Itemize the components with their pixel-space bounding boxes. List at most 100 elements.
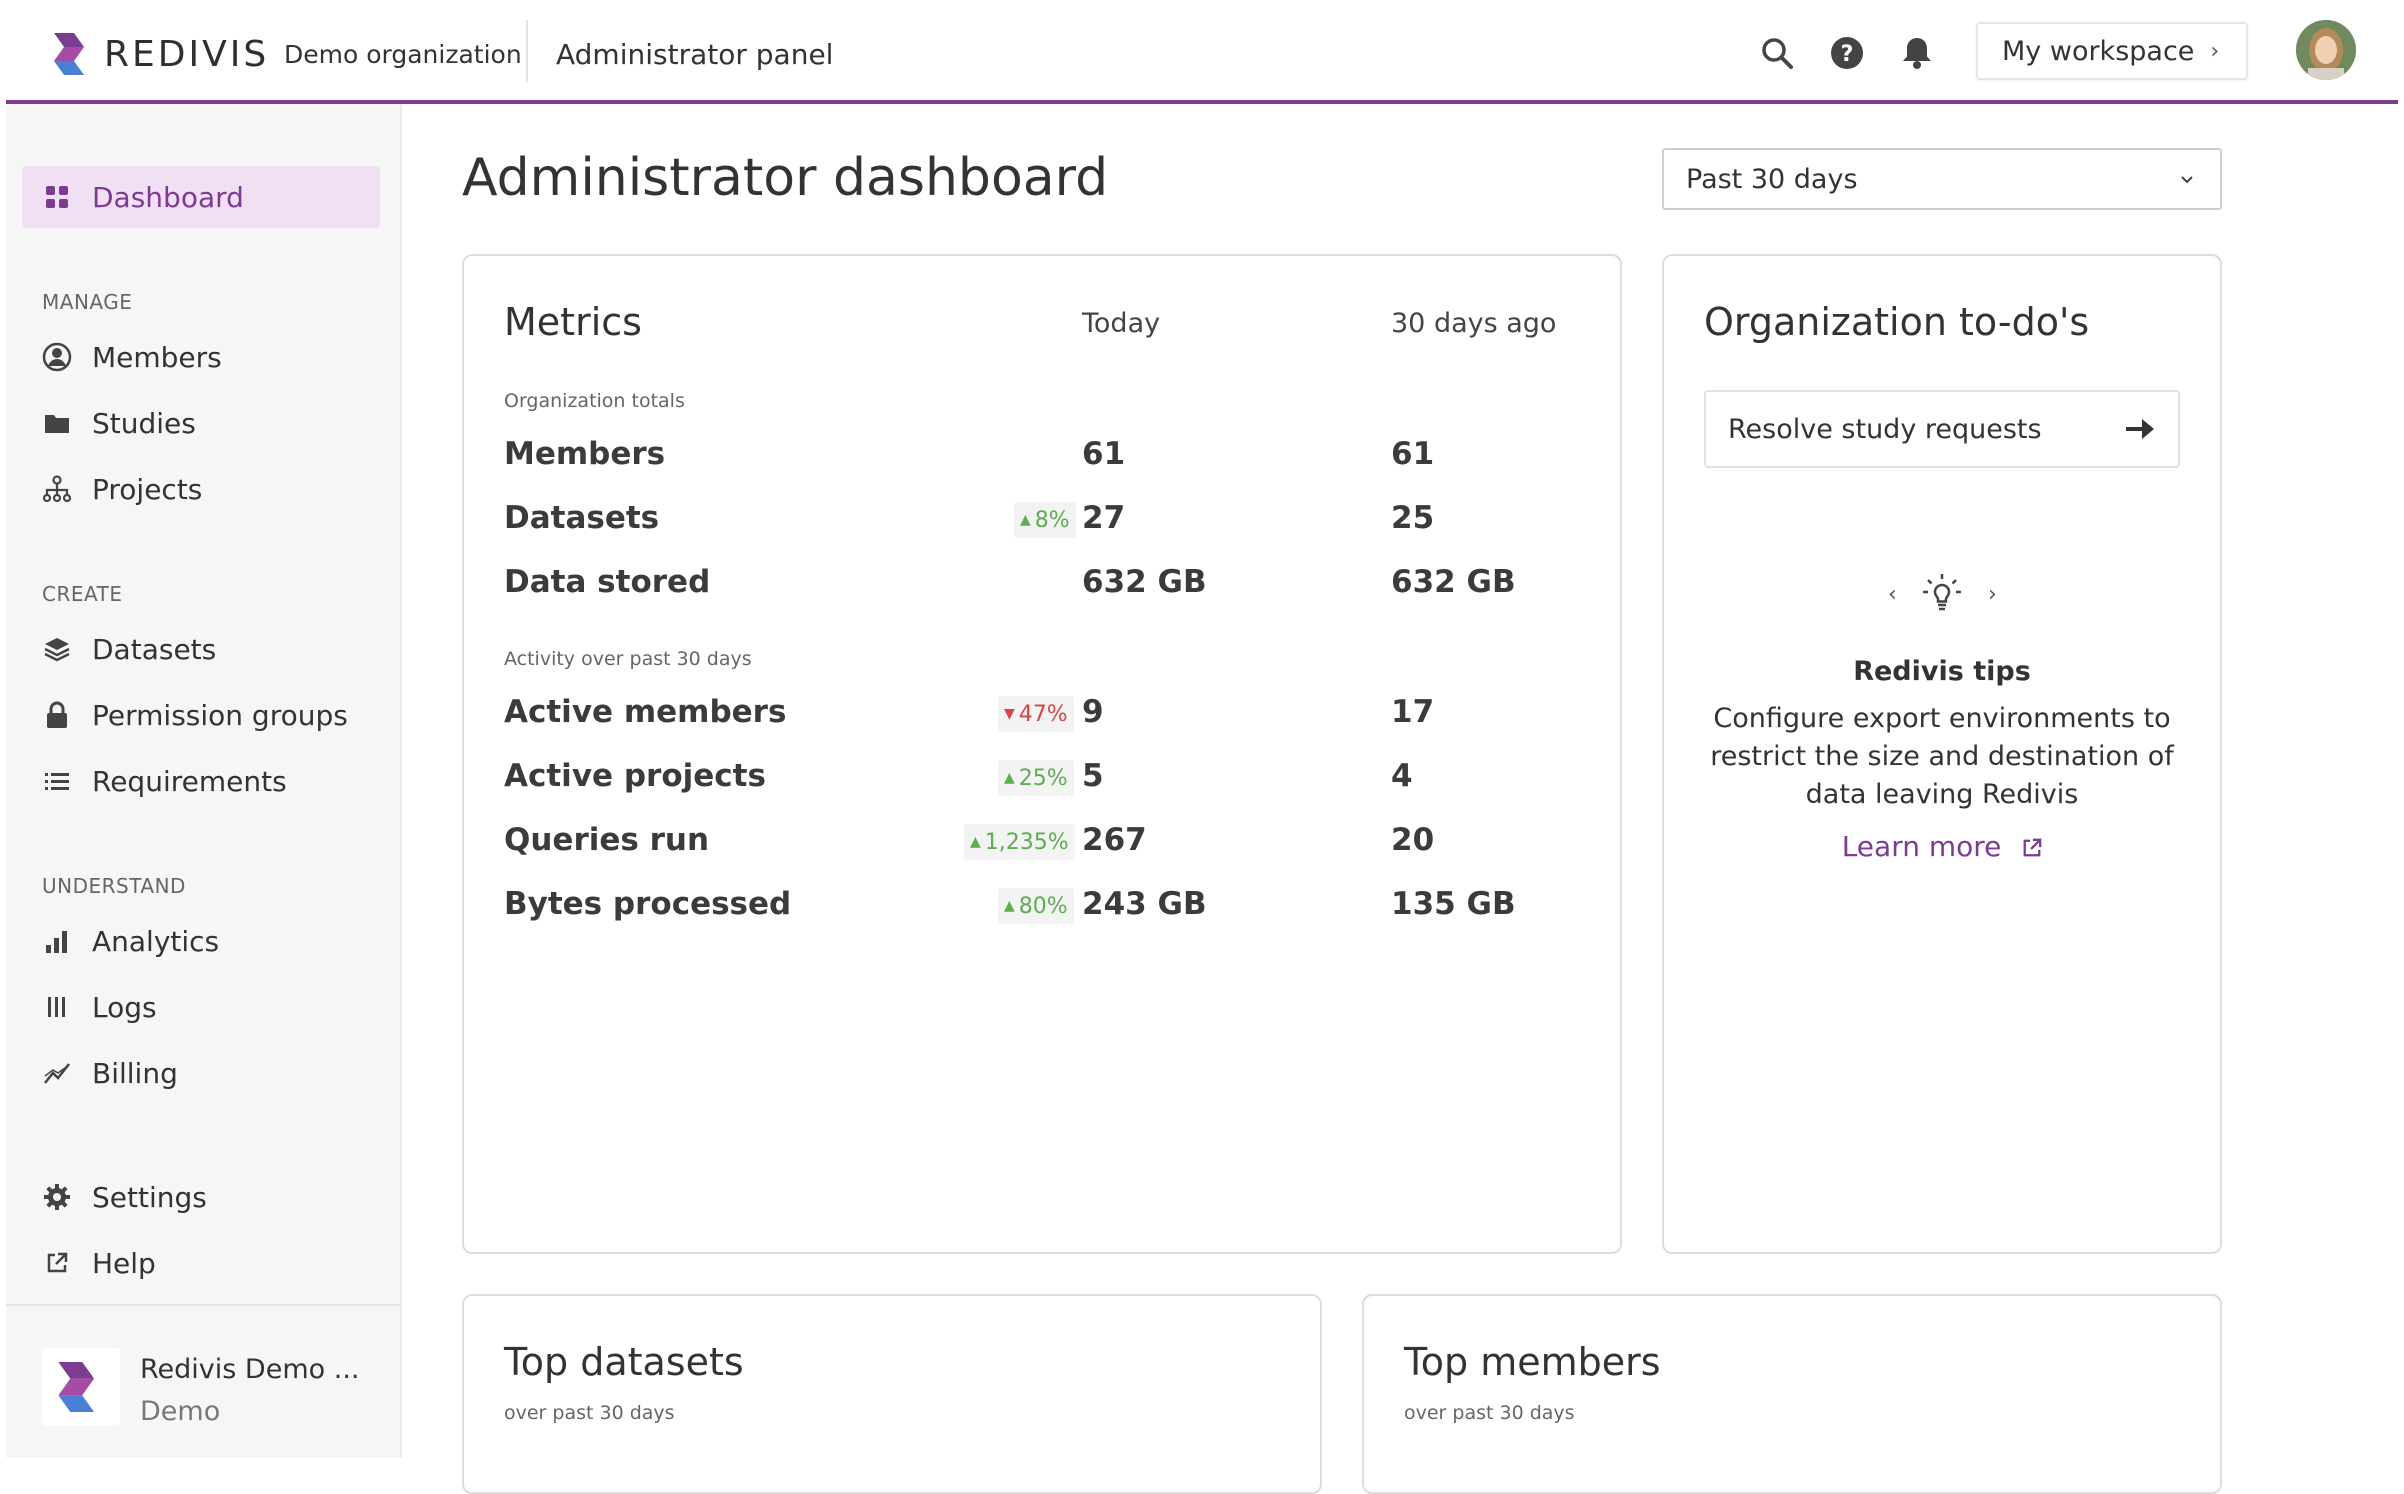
metric-row: Queries run ▲ 1,235% 267 20: [504, 810, 1584, 870]
list-icon: [42, 766, 72, 796]
top-members-subtitle: over past 30 days: [1404, 1402, 1575, 1424]
page-title: Administrator dashboard: [462, 148, 1109, 208]
metric-ago: 61: [1391, 436, 1435, 472]
section-label-manage: MANAGE: [42, 290, 133, 314]
sidebar-item-projects[interactable]: Projects: [22, 458, 380, 520]
arrow-right-icon: [2124, 414, 2156, 451]
metric-row: Datasets ▲ 8% 27 25: [504, 488, 1584, 548]
folder-icon: [42, 408, 72, 438]
col-today: Today: [1082, 308, 1161, 339]
metrics-card: Metrics Today 30 days ago Organization t…: [462, 254, 1622, 1254]
help-icon[interactable]: ?: [1828, 34, 1866, 72]
sidebar-item-datasets[interactable]: Datasets: [22, 618, 380, 680]
sidebar-item-label: Billing: [92, 1056, 178, 1090]
top-datasets-subtitle: over past 30 days: [504, 1402, 675, 1424]
sidebar-item-label: Analytics: [92, 924, 220, 958]
change-badge: ▲ 8%: [1014, 502, 1076, 538]
chevron-left-icon[interactable]: ‹: [1888, 582, 1897, 607]
sidebar-item-settings[interactable]: Settings: [22, 1166, 380, 1228]
brand-name: REDIVIS: [104, 33, 270, 75]
metrics-title: Metrics: [504, 300, 642, 344]
metric-label: Queries run: [504, 822, 710, 858]
top-header: REDIVIS Demo organization Administrator …: [6, 6, 2398, 104]
metric-label: Datasets: [504, 500, 660, 536]
sidebar-item-label: Settings: [92, 1180, 207, 1214]
triangle-down-icon: ▼: [1004, 706, 1015, 722]
sidebar-item-label: Help: [92, 1246, 156, 1280]
sidebar-item-help[interactable]: Help: [22, 1232, 380, 1294]
sidebar-item-logs[interactable]: Logs: [22, 976, 380, 1038]
triangle-up-icon: ▲: [1004, 898, 1015, 914]
my-workspace-button[interactable]: My workspace ›: [1976, 22, 2248, 80]
sidebar-item-dashboard[interactable]: Dashboard: [22, 166, 380, 228]
metric-today: 9: [1082, 694, 1104, 730]
section-label-create: CREATE: [42, 582, 123, 606]
sidebar-item-analytics[interactable]: Analytics: [22, 910, 380, 972]
date-range-value: Past 30 days: [1686, 163, 1858, 195]
sidebar-item-label: Projects: [92, 472, 203, 506]
external-link-icon: [42, 1248, 72, 1278]
chevron-right-icon[interactable]: ›: [1988, 582, 1997, 607]
sidebar-item-billing[interactable]: Billing: [22, 1042, 380, 1104]
bell-icon[interactable]: [1898, 34, 1936, 72]
metric-today: 27: [1082, 500, 1126, 536]
todos-card: Organization to-do's Resolve study reque…: [1662, 254, 2222, 1254]
tips-title: Redivis tips: [1853, 656, 2031, 687]
trend-icon: [42, 1058, 72, 1088]
org-switcher[interactable]: Redivis Demo ... Demo: [6, 1304, 400, 1460]
logs-icon: [42, 992, 72, 1022]
lightbulb-icon: [1920, 570, 1964, 618]
todo-label: Resolve study requests: [1728, 413, 2042, 445]
change-badge: ▲ 1,235%: [964, 824, 1075, 860]
metric-label: Active projects: [504, 758, 766, 794]
sidebar-item-label: Logs: [92, 990, 157, 1024]
resolve-study-requests-button[interactable]: Resolve study requests: [1704, 390, 2180, 468]
group-label-totals: Organization totals: [504, 390, 685, 412]
todos-title: Organization to-do's: [1704, 300, 2090, 344]
my-workspace-label: My workspace: [2002, 35, 2195, 67]
org-logo: [42, 1348, 120, 1426]
metric-ago: 4: [1391, 758, 1413, 794]
triangle-up-icon: ▲: [970, 834, 981, 850]
metric-today: 5: [1082, 758, 1104, 794]
metric-label: Members: [504, 436, 666, 472]
sidebar-item-studies[interactable]: Studies: [22, 392, 380, 454]
learn-more-label: Learn more: [1841, 830, 2002, 863]
metric-today: 267: [1082, 822, 1147, 858]
sidebar-item-label: Permission groups: [92, 698, 348, 732]
sidebar-item-requirements[interactable]: Requirements: [22, 750, 380, 812]
change-badge: ▼ 47%: [998, 696, 1074, 732]
gear-icon: [42, 1182, 72, 1212]
metric-ago: 632 GB: [1391, 564, 1516, 600]
redivis-logo-icon: [54, 33, 84, 75]
chevron-down-icon: [2176, 166, 2198, 188]
triangle-up-icon: ▲: [1020, 512, 1031, 528]
bar-chart-icon: [42, 926, 72, 956]
top-members-title: Top members: [1404, 1340, 1661, 1384]
sidebar-item-label: Requirements: [92, 764, 287, 798]
org-name[interactable]: Demo organization: [284, 40, 522, 69]
learn-more-link[interactable]: Learn more: [1664, 830, 2220, 865]
layers-icon: [42, 634, 72, 664]
sidebar-item-label: Members: [92, 340, 222, 374]
search-icon[interactable]: [1758, 34, 1796, 72]
metric-ago: 135 GB: [1391, 886, 1516, 922]
change-badge: ▲ 25%: [998, 760, 1074, 796]
org-switcher-name: Redivis Demo ...: [140, 1354, 360, 1385]
sidebar-item-label: Studies: [92, 406, 196, 440]
user-circle-icon: [42, 342, 72, 372]
sidebar-item-permission-groups[interactable]: Permission groups: [22, 684, 380, 746]
metric-label: Data stored: [504, 564, 711, 600]
date-range-select[interactable]: Past 30 days: [1662, 148, 2222, 210]
redivis-logo[interactable]: REDIVIS: [52, 26, 269, 82]
group-label-activity: Activity over past 30 days: [504, 648, 752, 670]
metric-row: Active projects ▲ 25% 5 4: [504, 746, 1584, 806]
header-divider: [526, 20, 528, 82]
metric-row: Data stored 632 GB 632 GB: [504, 552, 1584, 612]
metric-ago: 20: [1391, 822, 1435, 858]
svg-text:?: ?: [1841, 42, 1854, 67]
avatar[interactable]: [2296, 20, 2356, 80]
panel-title: Administrator panel: [556, 38, 834, 71]
sidebar-item-members[interactable]: Members: [22, 326, 380, 388]
metric-row: Active members ▼ 47% 9 17: [504, 682, 1584, 742]
